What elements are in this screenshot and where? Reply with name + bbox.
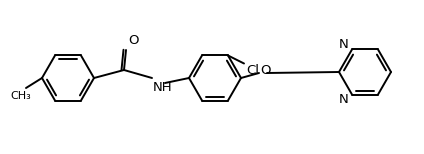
Text: N: N — [339, 38, 349, 51]
Text: O: O — [128, 34, 139, 47]
Text: NH: NH — [153, 81, 173, 94]
Text: O: O — [260, 63, 271, 77]
Text: Cl: Cl — [246, 65, 259, 77]
Text: CH₃: CH₃ — [11, 91, 31, 101]
Text: N: N — [339, 93, 349, 106]
